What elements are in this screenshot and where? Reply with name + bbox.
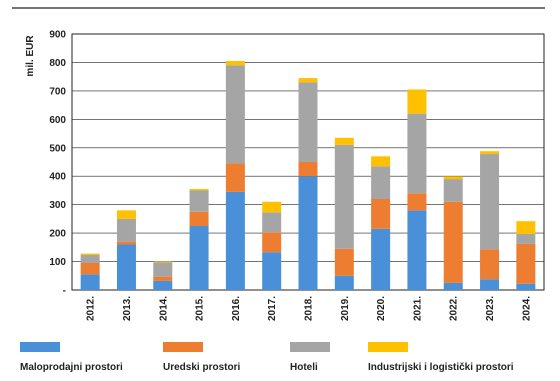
bar-segment bbox=[480, 279, 500, 290]
bar-segment bbox=[225, 191, 245, 290]
x-tick-label: 2017. bbox=[267, 296, 278, 321]
y-tick-label: 300 bbox=[49, 200, 66, 211]
legend-swatch bbox=[20, 342, 60, 352]
bars bbox=[80, 61, 536, 290]
y-tick-label: 900 bbox=[49, 30, 66, 41]
bar-segment bbox=[262, 252, 282, 290]
bar-segment bbox=[262, 212, 282, 233]
x-tick-label: 2024. bbox=[521, 296, 532, 321]
bar-segment bbox=[407, 193, 427, 211]
x-tick-label: 2015. bbox=[195, 296, 206, 321]
bar-segment bbox=[80, 274, 100, 290]
bar-segment bbox=[334, 137, 354, 145]
bar-segment bbox=[116, 218, 136, 242]
bar-segment bbox=[516, 221, 536, 234]
bar-segment bbox=[153, 276, 173, 281]
bar-segment bbox=[262, 232, 282, 253]
x-tick-label: 2020. bbox=[376, 296, 387, 321]
bar-segment bbox=[80, 262, 100, 275]
bar-segment bbox=[443, 282, 463, 290]
x-tick-label: 2018. bbox=[304, 296, 315, 321]
bar-segment bbox=[153, 261, 173, 263]
legend-swatch bbox=[290, 342, 330, 352]
bar-segment bbox=[116, 241, 136, 245]
bar-segment bbox=[153, 262, 173, 277]
y-tick-label: 400 bbox=[49, 172, 66, 183]
bar-segment bbox=[116, 244, 136, 290]
grid-lines bbox=[72, 62, 544, 262]
bar-segment bbox=[80, 255, 100, 263]
bar-segment bbox=[189, 226, 209, 290]
bar-segment bbox=[298, 78, 318, 83]
bar-segment bbox=[189, 189, 209, 191]
bar-segment bbox=[443, 201, 463, 283]
legend-label: Hoteli bbox=[290, 362, 318, 373]
x-tick-label: 2023. bbox=[485, 296, 496, 321]
bar-segment bbox=[298, 162, 318, 177]
x-tick-label: 2022. bbox=[449, 296, 460, 321]
bar-segment bbox=[189, 211, 209, 226]
bar-segment bbox=[516, 233, 536, 244]
bar-segment bbox=[371, 156, 391, 167]
bar-segment bbox=[407, 89, 427, 114]
bar-segment bbox=[225, 61, 245, 66]
x-tick-label: 2021. bbox=[412, 296, 423, 321]
legend-label: Industrijski i logistički prostori bbox=[368, 362, 514, 373]
bar-segment bbox=[443, 176, 463, 180]
legend-swatch bbox=[163, 342, 203, 352]
bar-segment bbox=[407, 113, 427, 194]
y-tick-label: 600 bbox=[49, 115, 66, 126]
legend-swatch bbox=[368, 342, 408, 352]
bar-segment bbox=[371, 228, 391, 290]
legend: Maloprodajni prostori Uredski prostori Hot… bbox=[20, 342, 514, 373]
y-tick-label: - bbox=[63, 286, 66, 297]
bar-segment bbox=[334, 248, 354, 276]
bar-segment bbox=[443, 179, 463, 202]
bar-segment bbox=[371, 198, 391, 229]
bar-segment bbox=[480, 151, 500, 155]
bar-segment bbox=[516, 283, 536, 290]
bar-segment bbox=[80, 253, 100, 256]
bar-segment bbox=[189, 190, 209, 212]
bar-segment bbox=[334, 275, 354, 290]
x-tick-label: 2012. bbox=[86, 296, 97, 321]
bar-segment bbox=[480, 249, 500, 280]
x-tick-label: 2019. bbox=[340, 296, 351, 321]
y-tick-labels: - 100 200 300 400 500 600 700 800 900 bbox=[49, 30, 66, 297]
x-tick-label: 2016. bbox=[231, 296, 242, 321]
bar-segment bbox=[298, 176, 318, 290]
bar-segment bbox=[407, 210, 427, 290]
legend-label: Maloprodajni prostori bbox=[20, 362, 123, 373]
bar-segment bbox=[225, 65, 245, 164]
bar-segment bbox=[371, 166, 391, 199]
bar-segment bbox=[334, 144, 354, 249]
y-tick-label: 800 bbox=[49, 58, 66, 69]
y-tick-label: 200 bbox=[49, 229, 66, 240]
bar-segment bbox=[480, 154, 500, 250]
y-tick-label: 100 bbox=[49, 257, 66, 268]
y-tick-label: 700 bbox=[49, 86, 66, 97]
bar-segment bbox=[262, 201, 282, 213]
y-tick-label: 500 bbox=[49, 143, 66, 154]
x-tick-label: 2014. bbox=[158, 296, 169, 321]
bar-segment bbox=[116, 210, 136, 219]
y-axis-title: mil. EUR bbox=[25, 35, 36, 77]
bar-segment bbox=[225, 163, 245, 192]
bar-segment bbox=[153, 280, 173, 290]
bar-segment bbox=[516, 243, 536, 284]
legend-label: Uredski prostori bbox=[163, 362, 240, 373]
bar-segment bbox=[298, 82, 318, 162]
x-tick-labels: 2012. 2013. 2014. 2015. 2016. 2017. 2018. 2019.… bbox=[86, 296, 533, 321]
x-tick-label: 2013. bbox=[122, 296, 133, 321]
